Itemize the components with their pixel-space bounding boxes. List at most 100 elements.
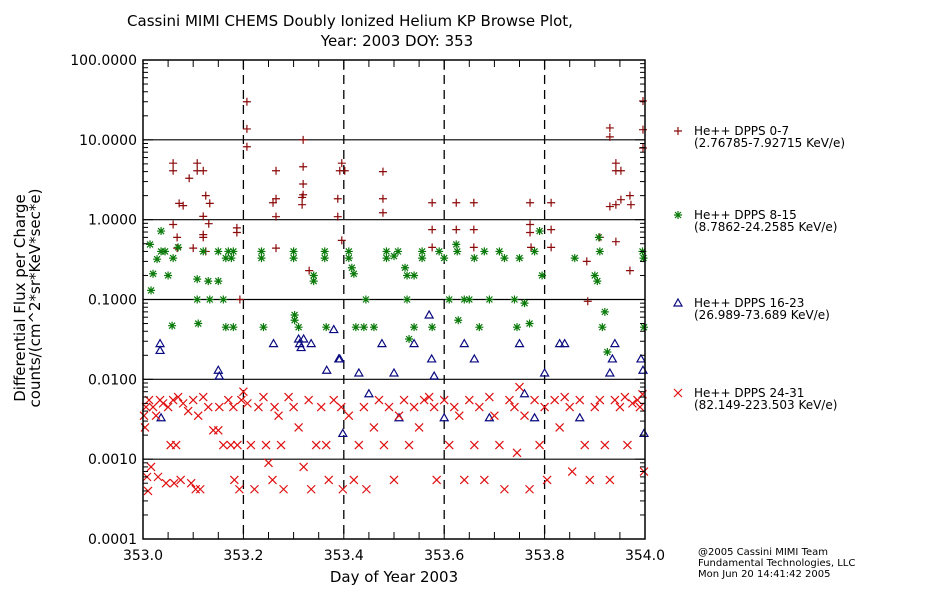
plus-mark [242,97,251,106]
data-point [199,166,208,175]
x-mark [479,475,489,485]
x-mark [234,484,244,494]
star-mark [344,254,353,263]
star-mark [403,271,412,280]
data-point [229,475,239,485]
star-mark [359,323,368,332]
data-point [526,220,535,229]
x-mark [459,475,469,485]
plus-mark [452,198,461,207]
x-mark [620,392,630,402]
x-mark [444,440,454,450]
data-point [311,440,321,450]
star-mark [598,323,607,332]
data-point [298,193,307,202]
data-point [298,200,307,209]
star-mark [349,269,358,278]
star-mark [164,271,173,280]
star-mark [639,254,648,263]
triangle-mark [353,367,364,377]
data-point [419,395,429,405]
plus-mark [333,194,342,203]
plus-mark [526,220,535,229]
data-point [151,411,161,421]
plus-mark [616,166,625,175]
x-mark [306,484,316,494]
x-mark [261,440,271,450]
data-point [176,475,186,485]
data-point [638,428,650,438]
data-point [272,166,281,175]
data-point [203,402,213,412]
star-mark [161,247,170,256]
x-mark [424,392,434,402]
data-point [445,295,454,304]
data-point [611,159,620,168]
plus-mark [527,243,536,252]
data-point [639,254,648,263]
star-mark [322,323,331,332]
data-point [214,277,223,286]
x-mark [500,484,509,494]
data-point [542,475,552,485]
data-point [242,124,251,133]
x-mark [329,395,339,405]
star-mark [174,243,183,252]
data-point [344,247,353,256]
data-point [161,478,171,488]
star-mark [435,247,444,256]
star-mark [538,271,547,280]
data-point [628,398,637,408]
x-mark [246,440,256,450]
plus-mark [333,212,342,221]
data-point [538,271,547,280]
star-mark [294,323,303,332]
x-mark [146,462,156,472]
x-mark [628,398,637,408]
data-point [238,387,248,397]
plus-mark [204,219,213,228]
data-point [428,225,437,234]
star-mark [512,323,521,332]
data-point [570,254,579,263]
data-point [349,269,358,278]
data-point [321,440,331,450]
data-point [221,254,230,263]
star-mark [382,254,391,263]
x-mark [610,395,620,405]
y-axis-label-line2: counts/(cm^2*sr*KeV*sec*e) [26,189,44,408]
star-mark [347,263,356,272]
data-point [439,412,450,422]
data-point [164,271,173,280]
x-mark [535,440,545,450]
triangle-mark [604,367,615,377]
triangle-mark [459,338,470,348]
plus-mark [201,191,210,200]
data-point [404,440,414,450]
data-point [259,323,268,332]
triangle-mark [328,324,339,334]
triangle-mark [637,365,649,374]
data-point [146,462,156,472]
data-point [625,266,634,275]
plus-mark [272,166,281,175]
data-point [156,412,167,422]
data-point [304,395,314,405]
x-mark [140,422,150,432]
star-mark [157,227,166,236]
data-point [324,475,334,485]
plus-mark [469,198,478,207]
x-mark [530,395,539,405]
x-mark [600,440,610,450]
x-mark [464,395,474,405]
x-mark [161,478,171,488]
x-tick-label: 353.0 [123,548,163,564]
legend-label: He++ DPPS 8-15 [694,208,797,222]
data-point [525,319,534,328]
data-point [351,323,360,332]
star-mark [452,240,461,249]
x-tick-label: 353.4 [324,548,364,564]
data-point [235,295,244,304]
star-mark [289,254,298,263]
data-point [191,484,201,494]
